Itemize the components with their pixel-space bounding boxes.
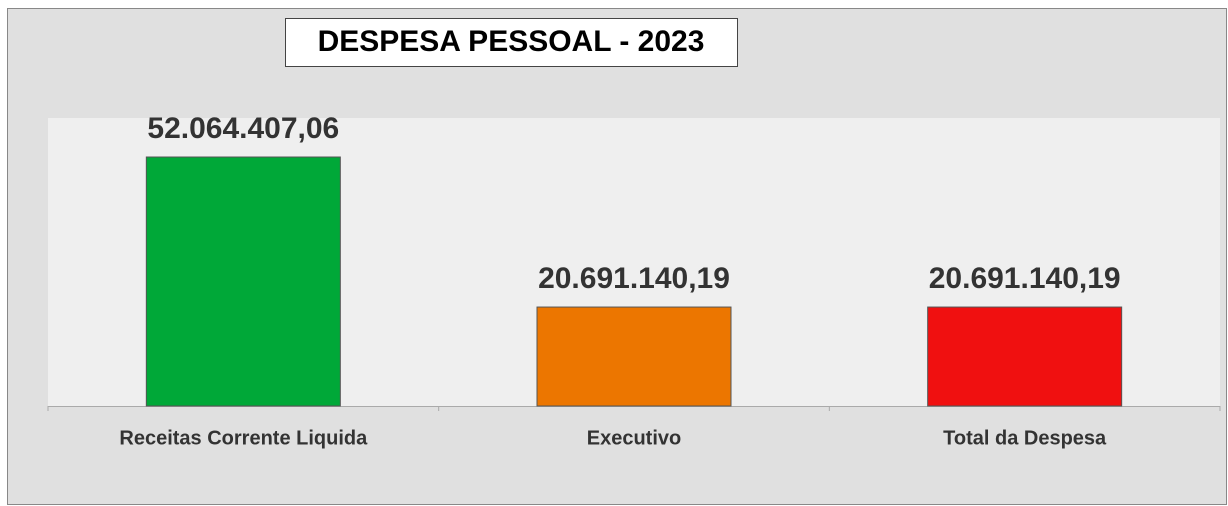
value-label: 20.691.140,19 bbox=[929, 262, 1121, 295]
bar bbox=[145, 156, 341, 407]
x-tick-label: Total da Despesa bbox=[943, 427, 1107, 449]
bar bbox=[536, 306, 732, 407]
bar bbox=[927, 306, 1123, 407]
value-label: 20.691.140,19 bbox=[538, 262, 730, 295]
x-tick-label: Executivo bbox=[587, 427, 681, 449]
x-tick-label: Receitas Corrente Liquida bbox=[119, 427, 368, 449]
chart-title: DESPESA PESSOAL - 2023 bbox=[318, 25, 705, 58]
value-label: 52.064.407,06 bbox=[147, 112, 339, 145]
title-box bbox=[285, 18, 738, 67]
